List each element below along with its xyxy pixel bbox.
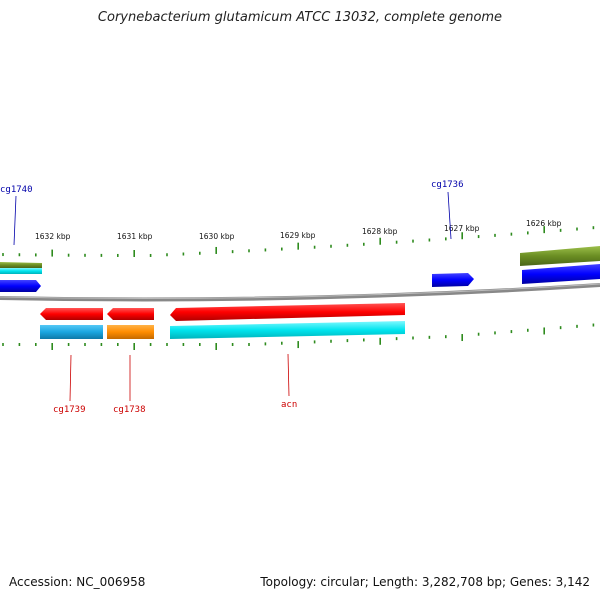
tick-label: 1627 kbp bbox=[444, 224, 480, 233]
blue-feature-right bbox=[522, 264, 600, 284]
genome-backbone bbox=[0, 283, 600, 302]
gene-arrow-acn[interactable] bbox=[170, 303, 405, 321]
gene-arrow-cg1739[interactable] bbox=[40, 308, 103, 320]
gene-arrow-cg1738[interactable] bbox=[107, 308, 154, 320]
genome-backbone-highlight bbox=[0, 283, 600, 299]
upper-tick-row bbox=[2, 226, 595, 257]
olive-feature-left bbox=[0, 262, 42, 268]
genome-summary-text: Topology: circular; Length: 3,282,708 bp… bbox=[260, 575, 590, 589]
leader-line-cg1740 bbox=[13, 195, 17, 246]
tick-label: 1629 kbp bbox=[280, 231, 316, 240]
gene-arrow-cg1740[interactable] bbox=[0, 280, 41, 292]
olive-feature-right bbox=[520, 246, 600, 266]
tick-label: 1631 kbp bbox=[117, 232, 153, 241]
leader-line-cg1739 bbox=[69, 354, 72, 402]
leader-line-acn bbox=[287, 353, 290, 397]
tick-label: 1632 kbp bbox=[35, 232, 71, 241]
gene-label-cg1740[interactable]: cg1740 bbox=[0, 185, 33, 195]
gene-label-cg1739[interactable]: cg1739 bbox=[53, 405, 86, 415]
cyan-feature-left bbox=[0, 268, 42, 274]
lower-tick-row bbox=[2, 323, 595, 350]
map-title: Corynebacterium glutamicum ATCC 13032, c… bbox=[97, 10, 503, 25]
gene-label-cg1736[interactable]: cg1736 bbox=[431, 180, 464, 190]
accession-text: Accession: NC_006958 bbox=[9, 575, 146, 589]
tick-label: 1630 kbp bbox=[199, 232, 235, 241]
gene-label-cg1738[interactable]: cg1738 bbox=[113, 405, 146, 415]
cds-acn bbox=[170, 321, 405, 339]
gene-arrow-cg1736[interactable] bbox=[432, 273, 474, 287]
leader-line-cg1736 bbox=[447, 191, 452, 240]
tick-label: 1626 kbp bbox=[526, 219, 562, 228]
cds-cg1738 bbox=[107, 325, 154, 339]
cds-cg1739 bbox=[40, 325, 103, 339]
tick-label: 1628 kbp bbox=[362, 227, 398, 236]
gene-label-acn[interactable]: acn bbox=[281, 400, 297, 410]
